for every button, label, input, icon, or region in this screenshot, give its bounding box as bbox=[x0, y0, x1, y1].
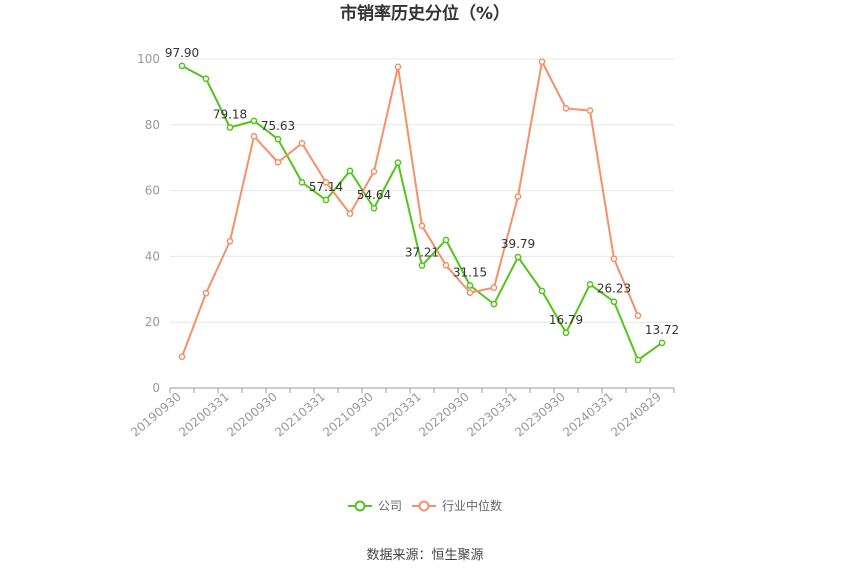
data-label: 97.90 bbox=[165, 46, 199, 60]
y-axis: 0 20 40 60 80 100 bbox=[137, 52, 160, 395]
data-point[interactable] bbox=[250, 117, 258, 125]
data-label: 54.64 bbox=[357, 188, 391, 202]
x-tick-label: 20240829 bbox=[608, 390, 664, 440]
data-point[interactable] bbox=[418, 222, 426, 230]
y-tick-label: 60 bbox=[145, 184, 160, 198]
data-point[interactable] bbox=[346, 167, 354, 175]
data-point[interactable] bbox=[634, 356, 642, 364]
data-point[interactable] bbox=[610, 255, 618, 263]
data-point[interactable] bbox=[418, 262, 426, 269]
series-line-1 bbox=[181, 60, 639, 358]
data-point[interactable] bbox=[538, 58, 546, 65]
y-tick-label: 0 bbox=[152, 381, 160, 395]
chart-title: 市销率历史分位（%） bbox=[340, 3, 510, 24]
data-point[interactable] bbox=[514, 253, 522, 261]
x-tick-label: 20210930 bbox=[320, 390, 376, 440]
data-point[interactable] bbox=[634, 312, 642, 319]
data-label: 57.14 bbox=[309, 180, 343, 194]
data-point[interactable] bbox=[586, 281, 594, 288]
data-label: 75.63 bbox=[261, 119, 295, 133]
data-point[interactable] bbox=[346, 210, 354, 217]
data-point[interactable] bbox=[202, 289, 210, 297]
data-label: 79.18 bbox=[213, 107, 247, 121]
data-label: 16.79 bbox=[549, 313, 583, 327]
data-point[interactable] bbox=[610, 298, 618, 306]
y-tick-label: 80 bbox=[145, 118, 160, 132]
data-point[interactable] bbox=[394, 159, 402, 166]
data-label: 26.23 bbox=[597, 282, 631, 296]
data-point[interactable] bbox=[250, 132, 258, 140]
data-point[interactable] bbox=[274, 135, 282, 143]
data-label: 39.79 bbox=[501, 237, 535, 251]
legend-item-company[interactable]: 公司 bbox=[348, 499, 402, 513]
x-tick-label: 20190930 bbox=[128, 390, 184, 440]
data-point[interactable] bbox=[322, 196, 330, 204]
data-point[interactable] bbox=[466, 282, 474, 289]
data-point[interactable] bbox=[490, 300, 498, 308]
legend-marker-industry bbox=[418, 500, 430, 512]
data-point[interactable] bbox=[298, 139, 306, 147]
data-point[interactable] bbox=[178, 62, 186, 70]
data-point[interactable] bbox=[658, 339, 666, 347]
legend-label-company: 公司 bbox=[378, 499, 402, 513]
data-point[interactable] bbox=[394, 63, 402, 71]
data-point[interactable] bbox=[178, 353, 186, 361]
data-label: 31.15 bbox=[453, 266, 487, 280]
x-tick-label: 20230331 bbox=[464, 390, 520, 440]
legend-label-industry: 行业中位数 bbox=[442, 498, 502, 513]
x-tick-label: 20200331 bbox=[176, 390, 232, 440]
data-point[interactable] bbox=[274, 158, 282, 166]
data-point[interactable] bbox=[298, 179, 306, 186]
x-tick-label: 20210331 bbox=[272, 390, 328, 440]
x-tick-label: 20240331 bbox=[560, 390, 616, 440]
data-point[interactable] bbox=[562, 105, 570, 112]
data-point[interactable] bbox=[442, 261, 450, 269]
y-tick-label: 40 bbox=[145, 249, 160, 263]
data-point[interactable] bbox=[202, 75, 210, 83]
x-tick-label: 20230930 bbox=[512, 390, 568, 440]
y-tick-label: 20 bbox=[145, 315, 160, 329]
data-point[interactable] bbox=[562, 329, 570, 337]
grid bbox=[170, 58, 674, 323]
data-point[interactable] bbox=[586, 107, 594, 115]
x-axis: 2019093020200331202009302021033120210930… bbox=[128, 387, 675, 440]
legend-item-industry[interactable]: 行业中位数 bbox=[412, 498, 502, 513]
data-label: 13.72 bbox=[645, 323, 679, 337]
x-tick-label: 20220331 bbox=[368, 390, 424, 440]
legend-marker-company bbox=[354, 500, 366, 512]
data-point[interactable] bbox=[490, 284, 498, 292]
data-point[interactable] bbox=[466, 289, 474, 296]
data-point[interactable] bbox=[370, 204, 378, 212]
data-point[interactable] bbox=[370, 168, 378, 175]
data-point[interactable] bbox=[538, 287, 546, 295]
x-tick-label: 20200930 bbox=[224, 390, 280, 440]
data-point[interactable] bbox=[226, 124, 234, 131]
data-point[interactable] bbox=[322, 179, 330, 186]
data-point[interactable] bbox=[226, 237, 234, 245]
data-label: 37.21 bbox=[405, 246, 439, 260]
x-tick-label: 20220930 bbox=[416, 390, 472, 440]
data-point[interactable] bbox=[442, 236, 450, 244]
data-point[interactable] bbox=[514, 193, 522, 200]
data-labels: 97.90 79.18 75.63 57.14 54.64 37.21 31.15 39.79… bbox=[165, 46, 679, 337]
source-note: 数据来源：恒生聚源 bbox=[366, 548, 483, 563]
legend: 公司 行业中位数 bbox=[348, 498, 502, 513]
y-tick-label: 100 bbox=[137, 52, 160, 66]
series-group bbox=[178, 58, 666, 364]
